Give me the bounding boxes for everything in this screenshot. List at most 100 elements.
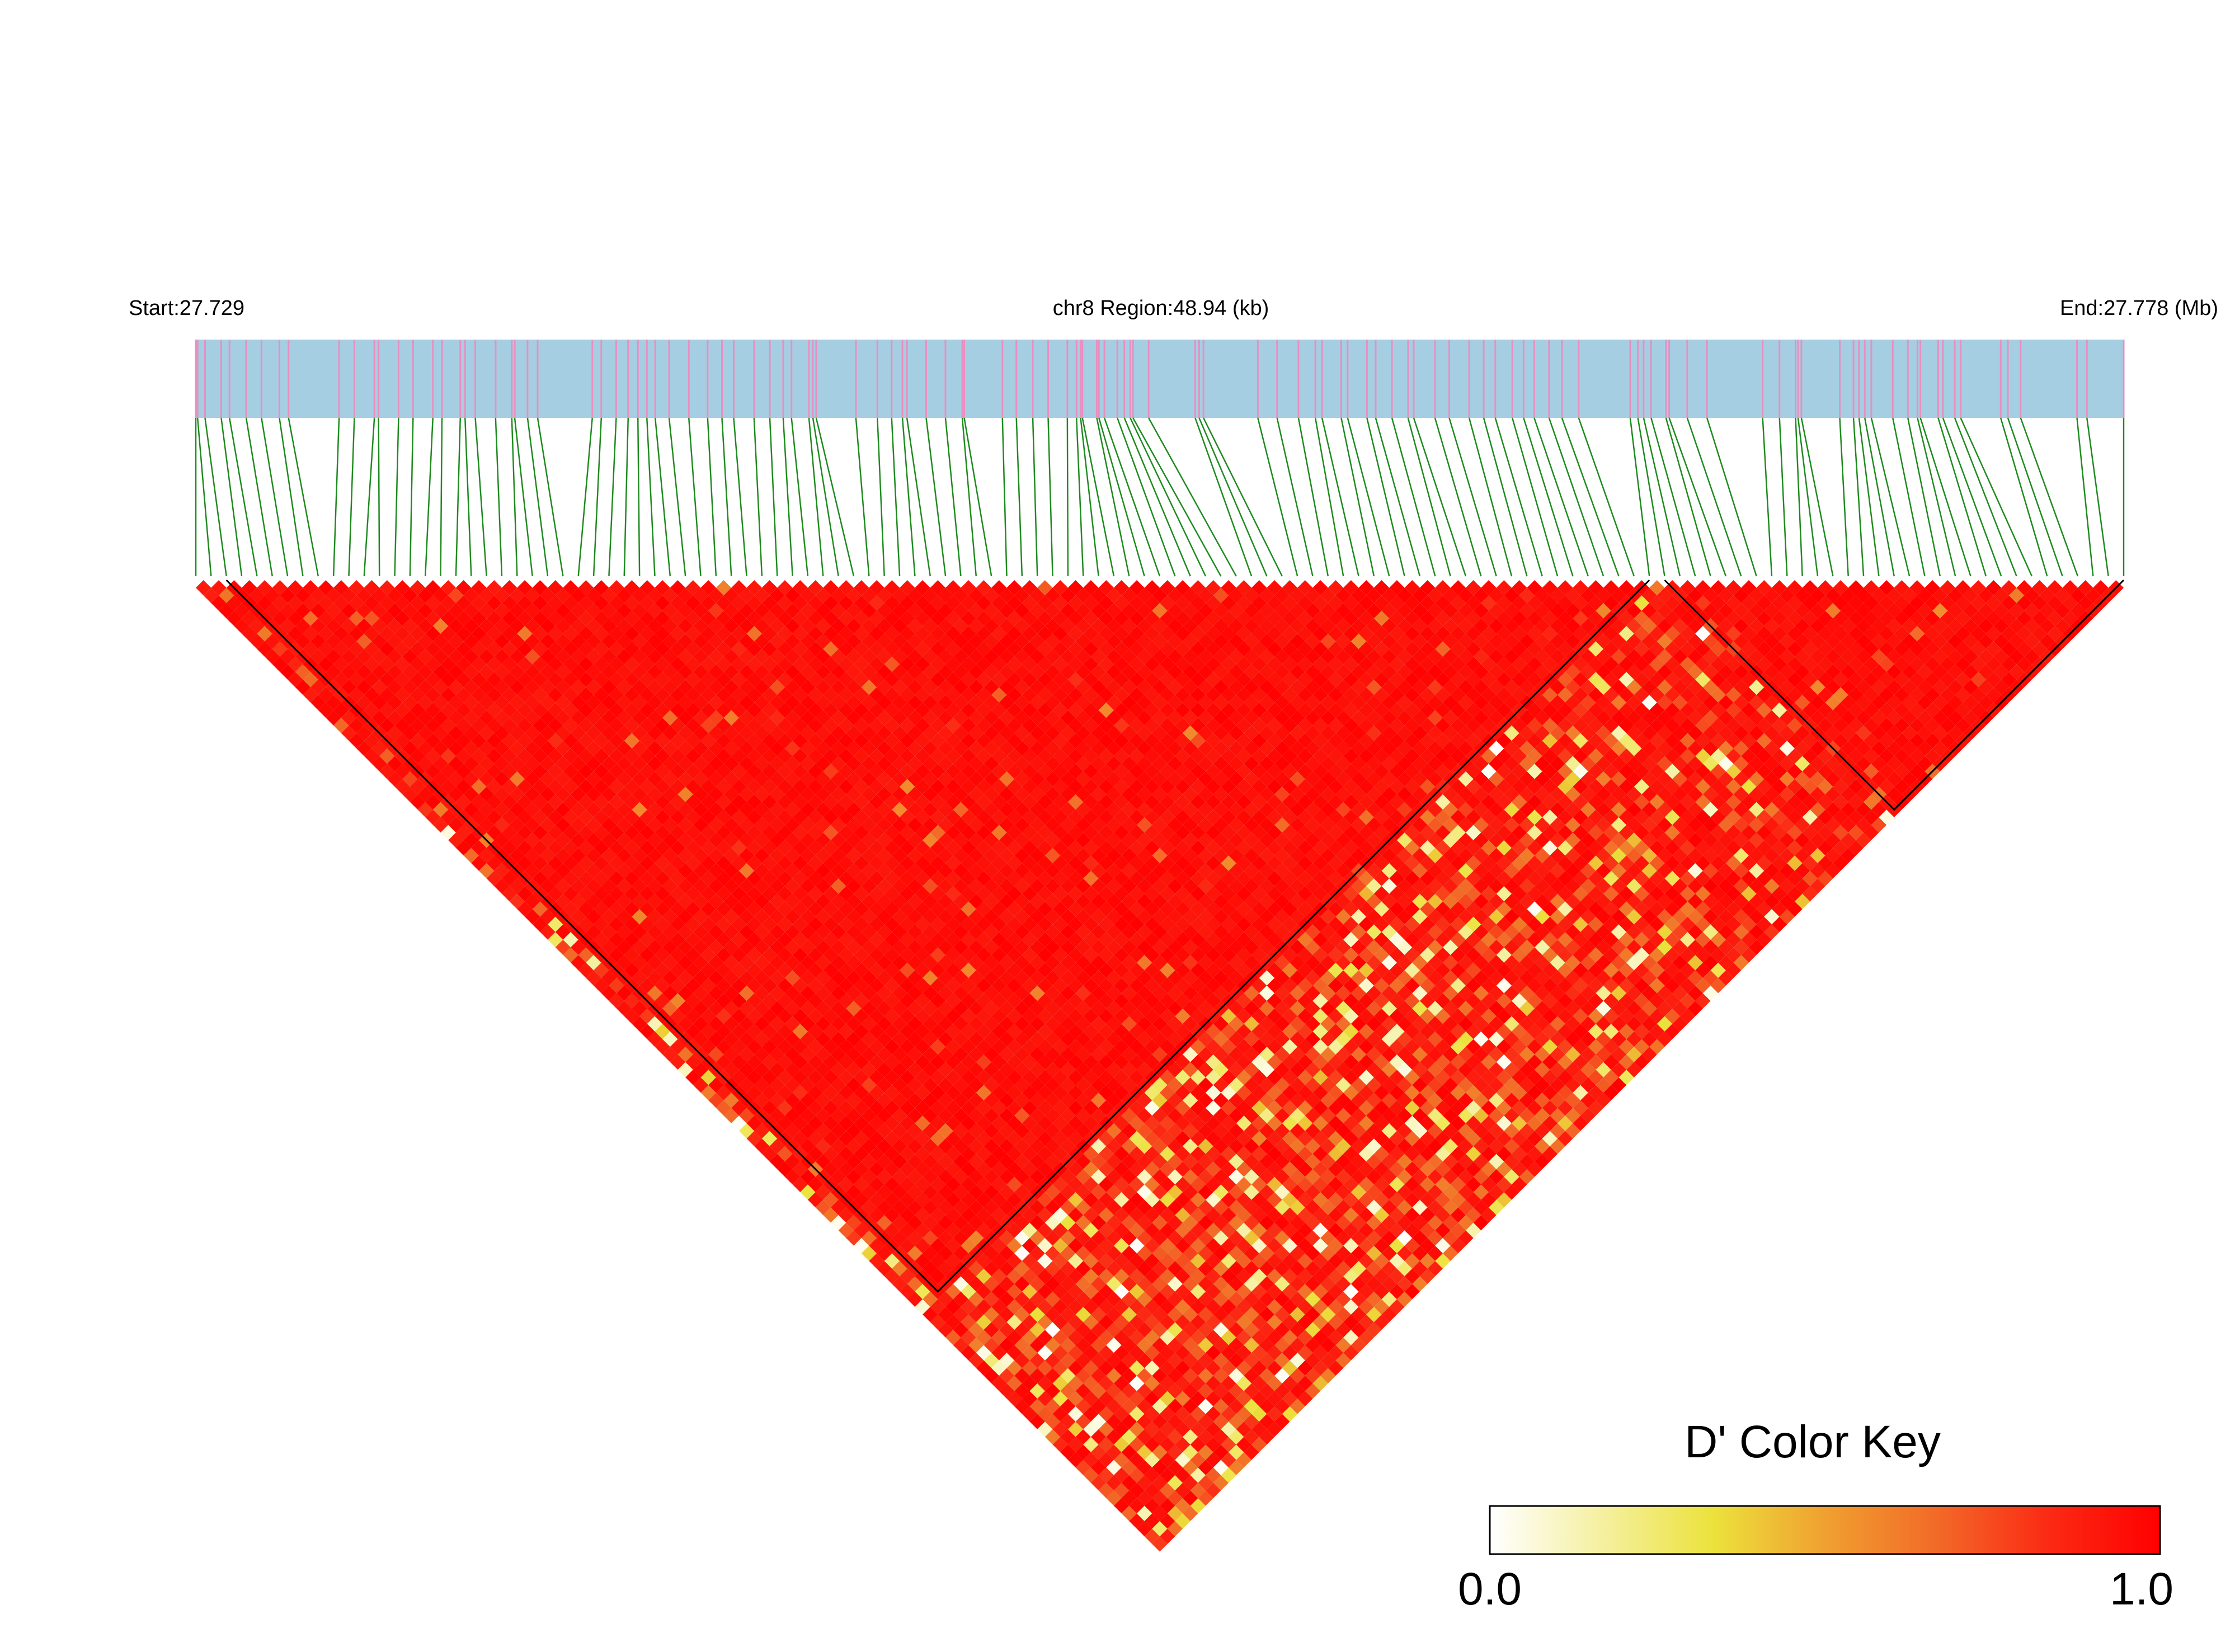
ld-cell <box>984 1138 999 1154</box>
ld-cell <box>1136 1521 1152 1537</box>
ld-cell <box>1366 1245 1382 1262</box>
ld-cell <box>754 1138 770 1154</box>
ld-cell <box>341 603 357 619</box>
ld-cell <box>1274 1154 1290 1169</box>
ld-cell <box>900 1054 915 1070</box>
ld-cell <box>877 1199 892 1215</box>
ld-cell <box>1090 1368 1107 1383</box>
ld-cell <box>532 794 548 810</box>
ld-cell <box>494 664 510 680</box>
ld-cell <box>655 641 670 657</box>
ld-cell <box>1144 1360 1160 1376</box>
ld-cell <box>540 664 556 680</box>
ld-cell <box>494 756 510 771</box>
ld-cell <box>1113 1391 1130 1406</box>
ld-cell <box>700 702 716 718</box>
ld-cell <box>288 595 303 611</box>
ld-cell <box>746 1085 762 1100</box>
ld-cell <box>1044 1414 1061 1429</box>
ld-cell <box>1129 1452 1145 1468</box>
snp-connector <box>440 417 443 577</box>
ld-cell <box>1083 1330 1099 1345</box>
ld-cell <box>517 886 533 902</box>
ld-cell <box>586 695 601 710</box>
ld-cell <box>318 656 334 672</box>
ld-cell <box>1106 1444 1122 1460</box>
ld-cell <box>1160 1192 1175 1208</box>
ld-cell <box>761 932 778 948</box>
ld-cell <box>938 893 953 910</box>
ld-cell <box>815 1199 831 1215</box>
ld-cell <box>548 779 563 794</box>
ld-cell <box>571 649 586 665</box>
ld-cell <box>968 1230 984 1246</box>
ld-cell <box>486 825 502 840</box>
ld-cell <box>1029 924 1045 940</box>
ld-cell <box>1037 1222 1053 1239</box>
ld-cell <box>746 656 762 672</box>
ld-cell <box>1160 1284 1175 1300</box>
ld-cell <box>440 825 456 840</box>
ld-cell <box>784 817 801 833</box>
ld-cell <box>410 702 426 718</box>
ld-cell <box>1006 1376 1022 1391</box>
ld-cell <box>1090 1215 1107 1231</box>
ld-cell <box>1067 962 1084 978</box>
ld-cell <box>609 702 624 718</box>
ld-cell <box>807 718 824 733</box>
ld-cell <box>1297 1330 1313 1345</box>
ld-cell <box>991 1146 1007 1162</box>
snp-connector <box>1081 417 1115 577</box>
ld-cell <box>394 672 410 688</box>
snp-connector <box>2086 417 2109 577</box>
ld-cell <box>379 626 395 642</box>
ld-cell <box>1175 1299 1191 1315</box>
ld-cell <box>938 909 953 925</box>
ld-cell <box>1136 1184 1152 1200</box>
ld-cell <box>1190 1222 1206 1239</box>
ld-cell <box>517 901 533 917</box>
ld-cell <box>991 1284 1007 1300</box>
ld-cell <box>1152 1199 1168 1215</box>
ld-cell <box>1067 1376 1084 1391</box>
ld-cell <box>463 832 479 848</box>
ld-cell <box>1221 1376 1236 1391</box>
ld-cell <box>1083 1176 1099 1192</box>
ld-cell <box>999 1307 1015 1322</box>
ld-cell <box>861 1199 877 1215</box>
ld-cell <box>938 1108 953 1123</box>
ld-cell <box>1113 1422 1130 1437</box>
ld-cell <box>1160 1161 1175 1177</box>
ld-cell <box>677 1047 693 1062</box>
ld-cell <box>830 863 846 879</box>
ld-cell <box>961 1161 976 1177</box>
ld-cell <box>999 1199 1015 1215</box>
snp-connector <box>1194 417 1253 577</box>
ld-cell <box>1183 1414 1198 1429</box>
ld-cell <box>540 878 556 894</box>
ld-cell <box>1052 1054 1068 1070</box>
ld-cell <box>1236 1161 1252 1177</box>
ld-cell <box>1251 1192 1267 1208</box>
ld-cell <box>1029 1062 1045 1077</box>
ld-cell <box>1037 1360 1053 1376</box>
ld-cell <box>700 978 716 994</box>
ld-cell <box>379 702 395 718</box>
ld-cell <box>463 787 479 802</box>
snp-connector <box>1852 417 1865 577</box>
ld-cell <box>1090 1475 1107 1491</box>
ld-cell <box>356 603 372 619</box>
snp-connector <box>495 417 503 577</box>
ld-cell <box>1113 1314 1130 1330</box>
ld-cell <box>830 1199 846 1215</box>
snp-connector <box>1650 417 1696 577</box>
ld-cell <box>563 580 578 596</box>
ld-cell <box>984 909 999 925</box>
ld-cell <box>723 909 739 925</box>
ld-cell <box>1312 1207 1328 1223</box>
ld-cell <box>1098 1437 1114 1452</box>
ld-cell <box>1006 901 1022 917</box>
ld-cell <box>1160 1513 1175 1529</box>
ld-cell <box>364 580 380 596</box>
ld-cell <box>1044 1199 1061 1215</box>
